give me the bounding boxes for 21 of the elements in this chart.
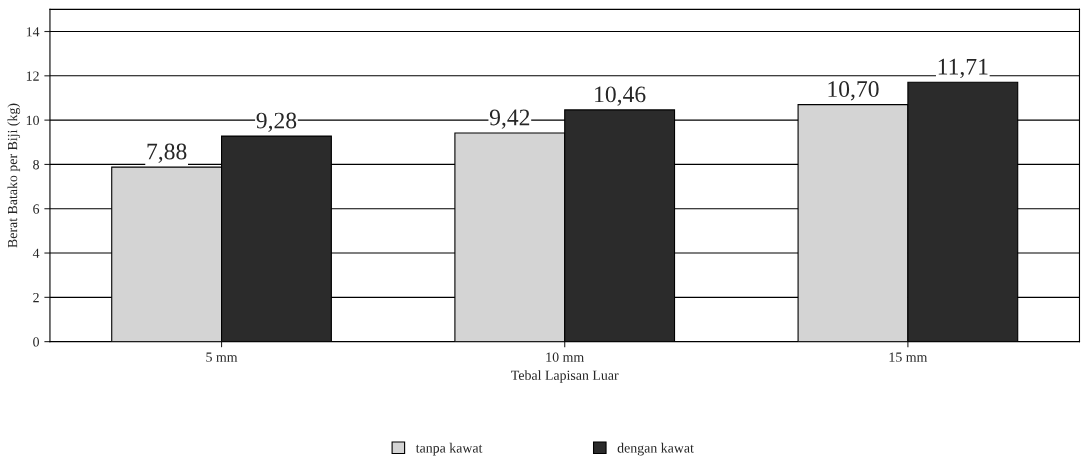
y-tick-label: 12 — [26, 71, 39, 81]
x-tick-label: 15 mm — [889, 352, 928, 362]
y-tick-label: 10 — [26, 115, 40, 126]
y-tick-label: 8 — [33, 160, 40, 170]
y-tick-label: 6 — [33, 204, 40, 214]
x-tick-label: 5 mm — [206, 352, 238, 362]
x-tick-label: 10 mm — [546, 352, 584, 362]
data-label: 10,70 — [828, 81, 879, 101]
data-label: 9,42 — [489, 109, 530, 129]
data-label: 9,28 — [256, 112, 297, 132]
legend-label: dengan kawat — [617, 442, 694, 456]
data-label: 11,71 — [938, 58, 988, 79]
x-axis-title: Tebal Lapisan Luar — [511, 370, 619, 383]
y-tick-label: 0 — [33, 337, 40, 347]
y-tick-label: 4 — [32, 248, 40, 258]
y-tick-label: 2 — [33, 292, 39, 303]
data-label: 10,46 — [595, 86, 646, 106]
y-tick-label: 14 — [26, 27, 40, 37]
y-axis-title: Berat Batako per Biji (kg) — [7, 103, 21, 248]
data-label: 7,88 — [147, 143, 187, 163]
legend-label: tanpa kawat — [415, 442, 483, 456]
